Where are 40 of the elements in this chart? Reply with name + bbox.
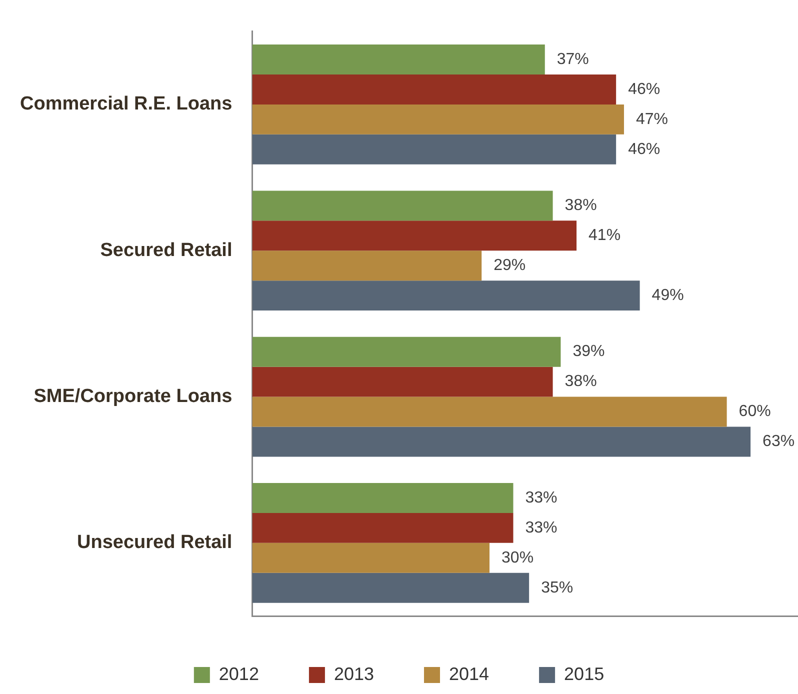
- bar: [252, 44, 545, 75]
- data-label: 46%: [628, 140, 660, 158]
- bar: [252, 336, 561, 367]
- data-label: 38%: [564, 373, 597, 390]
- bar: [252, 572, 530, 603]
- data-label: 46%: [628, 80, 660, 98]
- bar: [252, 190, 553, 221]
- data-label: 49%: [652, 286, 684, 304]
- bar: [252, 104, 624, 134]
- legend-label: 2015: [564, 664, 604, 684]
- bar: [252, 512, 514, 543]
- data-label: 60%: [738, 403, 771, 420]
- data-label: 30%: [502, 549, 534, 566]
- data-label: 35%: [541, 579, 574, 596]
- data-label: 38%: [564, 197, 597, 214]
- data-label: 47%: [636, 110, 668, 128]
- data-label: 63%: [762, 433, 795, 450]
- bar: [252, 220, 577, 251]
- bar: [252, 134, 616, 164]
- data-label: 37%: [556, 50, 589, 68]
- y-tick-label: Commercial R.E. Loans: [20, 94, 232, 115]
- y-tick-label: SME/Corporate Loans: [34, 386, 232, 408]
- data-label: 41%: [588, 227, 621, 244]
- legend-label: 2014: [449, 664, 490, 684]
- bar: [252, 74, 616, 104]
- bar: [252, 396, 727, 427]
- data-label: 33%: [525, 489, 558, 506]
- bar: [252, 426, 751, 457]
- legend-label: 2013: [334, 664, 374, 684]
- bar: [252, 280, 640, 311]
- bar: [252, 250, 482, 281]
- legend-label: 2012: [218, 664, 259, 684]
- bar: [252, 366, 553, 397]
- bar: [252, 542, 490, 573]
- bar: [252, 483, 514, 513]
- data-label: 29%: [494, 257, 526, 274]
- y-tick-label: Secured Retail: [100, 240, 232, 261]
- data-label: 33%: [525, 519, 558, 536]
- data-label: 39%: [572, 343, 605, 360]
- y-tick-label: Unsecured Retail: [76, 532, 232, 554]
